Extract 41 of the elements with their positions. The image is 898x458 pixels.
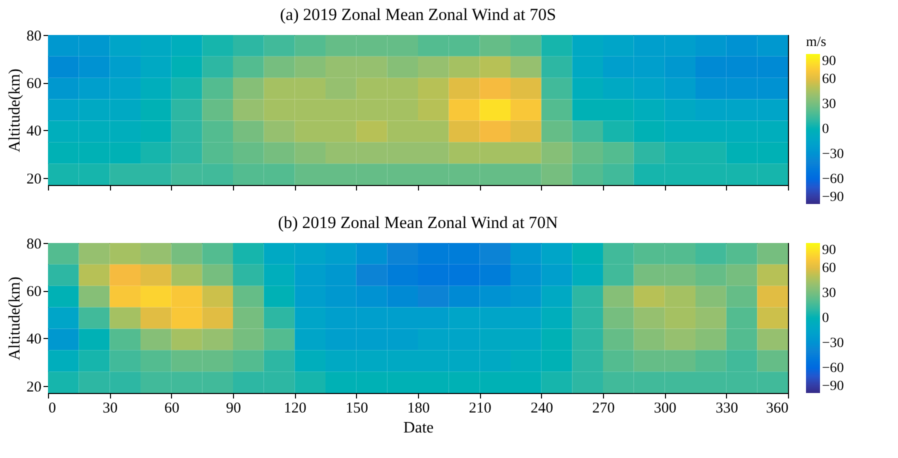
- y-tick-label: 40: [26, 124, 42, 140]
- chart-title: (b) 2019 Zonal Mean Zonal Wind at 70N: [278, 213, 558, 232]
- color-bar-label: 60: [822, 261, 836, 276]
- x-tick-label: 240: [530, 400, 554, 416]
- color-bar-label: 0: [822, 122, 829, 137]
- y-axis-title: Altitude(km): [6, 276, 24, 360]
- color-bar-label: 30: [822, 286, 836, 301]
- x-tick-label: 150: [346, 400, 368, 416]
- x-tick-label: 0: [48, 400, 56, 416]
- x-tick-label: 300: [654, 400, 676, 416]
- y-tick-label: 40: [26, 332, 42, 348]
- y-tick-label: 80: [26, 28, 42, 44]
- x-tick-label: 270: [592, 400, 615, 416]
- color-bar-label: −90: [822, 379, 844, 394]
- color-bar-label: 90: [822, 54, 836, 69]
- x-tick-label: 30: [102, 400, 118, 416]
- color-bar-label: −60: [822, 361, 844, 376]
- color-bar-label: 90: [822, 243, 836, 258]
- x-tick-label: 330: [716, 400, 738, 416]
- color-bar-label: −60: [822, 172, 844, 187]
- color-bar-label: 30: [822, 97, 836, 112]
- x-tick-label: 210: [468, 400, 492, 416]
- x-tick-label: 60: [164, 400, 180, 416]
- x-tick-label: 180: [407, 400, 430, 416]
- color-bar-label: −90: [822, 190, 844, 205]
- chart-title: (a) 2019 Zonal Mean Zonal Wind at 70S: [280, 5, 556, 24]
- color-bar-label: 0: [822, 311, 829, 326]
- x-tick-label: 90: [226, 400, 241, 416]
- y-axis-title: Altitude(km): [6, 68, 24, 152]
- y-tick-label: 80: [26, 236, 42, 252]
- y-tick-label: 60: [26, 284, 42, 300]
- color-bar-title: m/s: [806, 35, 826, 50]
- x-tick-label: 120: [284, 400, 306, 416]
- x-tick-label: 360: [766, 400, 788, 416]
- y-tick-label: 20: [26, 379, 42, 396]
- color-bar-label: −30: [822, 336, 844, 351]
- x-axis-title: Date: [403, 420, 434, 436]
- y-tick-label: 60: [26, 76, 42, 92]
- color-bar-label: 60: [822, 72, 836, 87]
- y-tick-label: 20: [26, 171, 42, 188]
- color-bar-label: −30: [822, 147, 844, 162]
